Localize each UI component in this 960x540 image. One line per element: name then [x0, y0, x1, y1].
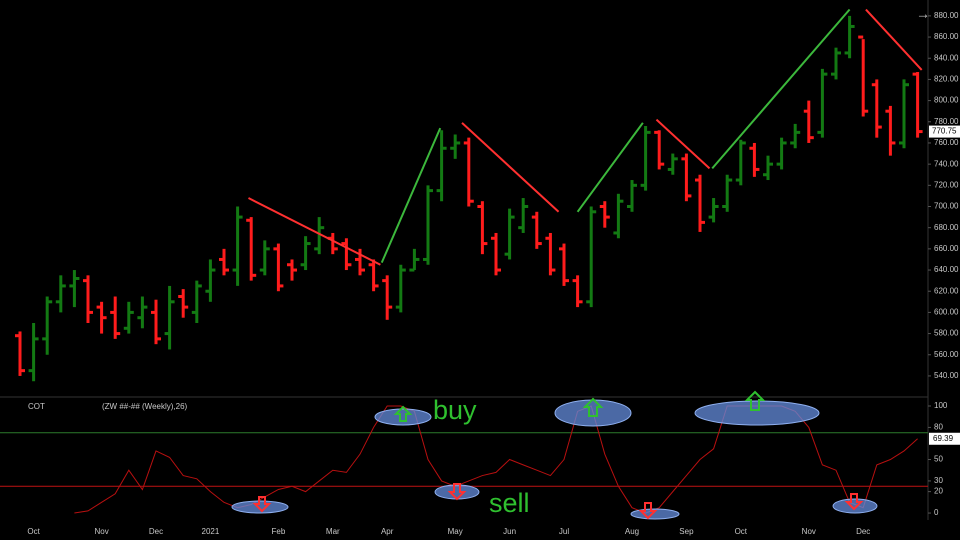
ellipse [374, 408, 432, 426]
ellipse [694, 400, 820, 426]
down-arrow [844, 493, 864, 511]
indicator-subtitle: (ZW ##-## (Weekly),26) [102, 402, 188, 411]
y-tick-label: 80 [934, 423, 943, 432]
y-tick-label: 540.00 [934, 371, 959, 380]
down-arrow [447, 483, 467, 501]
annotations [231, 390, 878, 520]
y-tick-label: 30 [934, 476, 943, 485]
up-arrow [393, 405, 413, 422]
y-tick-label: 580.00 [934, 329, 959, 338]
last-value-label: 770.75 [932, 127, 957, 136]
y-tick-label: 100 [934, 401, 948, 410]
y-tick-label: 820.00 [934, 75, 959, 84]
y-tick-label: 20 [934, 487, 943, 496]
x-tick-label: Apr [381, 527, 394, 536]
y-tick-label: 50 [934, 455, 943, 464]
y-tick-label: 800.00 [934, 96, 959, 105]
ellipse [554, 399, 632, 427]
x-tick-label: Aug [625, 527, 639, 536]
x-tick-label: Mar [326, 527, 340, 536]
y-tick-label: 660.00 [934, 244, 959, 253]
up-arrow [744, 390, 766, 411]
y-tick-label: 700.00 [934, 202, 959, 211]
x-tick-label: May [448, 527, 463, 536]
y-tick-label: 880.00 [934, 11, 959, 20]
y-tick-label: 600.00 [934, 308, 959, 317]
trend-line [380, 127, 442, 264]
x-tick-label: Jul [559, 527, 569, 536]
x-tick-label: Feb [272, 527, 286, 536]
y-tick-label: 620.00 [934, 286, 959, 295]
y-tick-label: 780.00 [934, 117, 959, 126]
down-arrow [252, 496, 272, 513]
trend-line [711, 8, 851, 170]
x-tick-label: 2021 [202, 527, 220, 536]
indicator-title: COT [28, 402, 45, 411]
y-tick-label: 0 [934, 508, 939, 517]
x-tick-label: Sep [679, 527, 694, 536]
arrow-icon[interactable]: → [916, 6, 930, 22]
trend-line [248, 197, 381, 266]
y-tick-label: 640.00 [934, 265, 959, 274]
last-value-label: 69.39 [933, 434, 954, 443]
buy-label: buy [433, 395, 477, 425]
x-tick-label: Oct [735, 527, 748, 536]
y-tick-label: 840.00 [934, 53, 959, 62]
up-arrow [582, 397, 604, 417]
x-tick-label: Oct [27, 527, 40, 536]
x-tick-label: Nov [802, 527, 816, 536]
trend-line [865, 8, 923, 71]
trend-line [576, 122, 644, 213]
last-value-badge [929, 432, 960, 445]
down-arrow [638, 502, 658, 520]
sell-label: sell [489, 488, 530, 518]
ellipse [832, 498, 878, 514]
y-tick-label: 560.00 [934, 350, 959, 359]
x-tick-label: Dec [856, 527, 870, 536]
x-tick-label: Dec [149, 527, 163, 536]
y-tick-label: 860.00 [934, 32, 959, 41]
trend-line [461, 122, 560, 213]
y-tick-label: 720.00 [934, 180, 959, 189]
x-tick-label: Nov [94, 527, 108, 536]
y-tick-label: 740.00 [934, 159, 959, 168]
ellipse [434, 484, 480, 500]
x-tick-label: Jun [503, 527, 516, 536]
y-tick-label: 680.00 [934, 223, 959, 232]
y-tick-label: 760.00 [934, 138, 959, 147]
trend-line [655, 118, 711, 170]
last-value-badge [929, 125, 960, 138]
